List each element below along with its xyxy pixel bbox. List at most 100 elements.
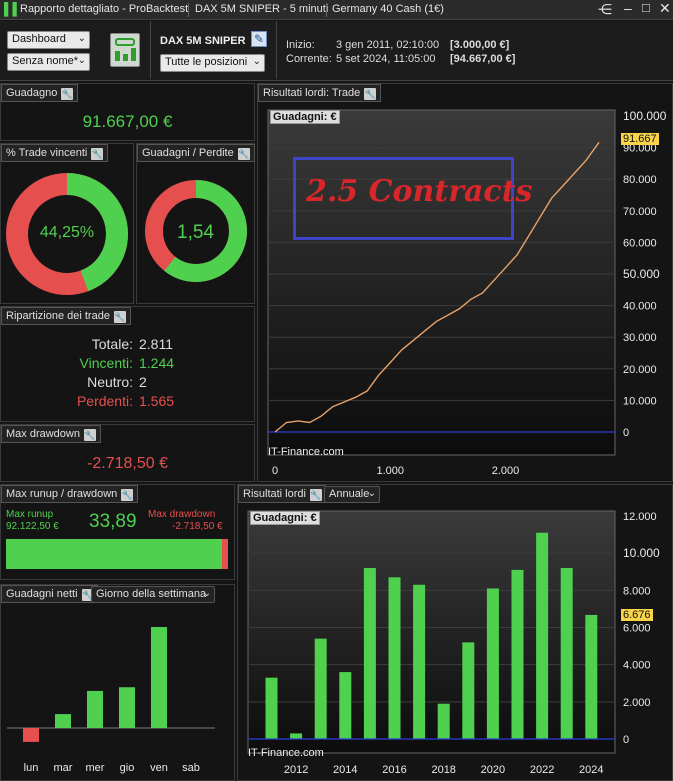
share-icon[interactable]: ⋲ (598, 1, 612, 17)
weekday-title: Guadagni netti 🔧 (1, 585, 98, 603)
winning-trades-title: % Trade vincenti 🔧 (1, 144, 109, 162)
runup-bar-fill (6, 539, 222, 569)
edit-icon[interactable]: ✎ (251, 31, 267, 47)
weekday-x-tick: lun (24, 762, 39, 774)
positions-select[interactable]: Tutte le posizioni ⌄ (160, 54, 265, 72)
loss-value: 1.565 (139, 393, 175, 409)
chevron-down-icon: ⌄ (367, 488, 376, 499)
annual-x-tick: 2016 (382, 764, 406, 776)
win-label: Vincenti: (79, 355, 133, 371)
name-select[interactable]: Senza nome* ⌄ (7, 53, 90, 71)
wrench-icon[interactable]: 🔧 (113, 311, 126, 323)
weekday-x-tick: mer (86, 762, 105, 774)
wrench-icon[interactable]: 🔧 (91, 148, 104, 160)
equity-y-tick: 0 (623, 427, 629, 439)
equity-inner-title: Guadagni: € (270, 110, 340, 124)
annual-bar (437, 703, 450, 739)
equity-y-tick: 70.000 (623, 206, 657, 218)
close-icon[interactable]: ✕ (659, 0, 671, 16)
gain-loss-title: Guadagni / Perdite 🔧 (137, 144, 255, 162)
equity-y-tick: 100.000 (623, 109, 667, 123)
report-icon[interactable] (110, 33, 140, 67)
max-drawdown-value: -2.718,50 € (87, 455, 168, 472)
view-select[interactable]: Dashboard ⌄ (7, 31, 90, 49)
annual-y-tick: 2.000 (623, 697, 651, 709)
annual-title: Risultati lordi 🔧 (238, 485, 326, 503)
runup-label: Max runup (6, 509, 54, 520)
annual-x-tick: 2022 (530, 764, 554, 776)
equity-y-tick: 10.000 (623, 395, 657, 407)
gain-panel: Guadagno 🔧 91.667,00 € (0, 83, 255, 141)
weekday-bar (55, 714, 71, 728)
equity-x-tick: 1.000 (376, 465, 404, 477)
current-date: 5 set 2024, 11:05:00 (336, 53, 436, 65)
annual-bar (536, 532, 549, 739)
annual-watermark: IT-Finance.com (248, 747, 324, 759)
annotation-box (293, 157, 514, 240)
equity-plot-area (267, 109, 616, 456)
gain-loss-value: 1,54 (177, 222, 214, 243)
runup-value: 92.122,50 € (6, 521, 59, 532)
equity-panel-title: Risultati lordi: Trade 🔧 (258, 84, 382, 102)
annual-period-select[interactable]: Annuale ⌄ (324, 486, 380, 503)
equity-watermark: IT-Finance.com (268, 446, 344, 458)
equity-line (274, 141, 600, 433)
wrench-icon[interactable]: 🔧 (364, 88, 377, 100)
wrench-icon[interactable]: 🔧 (309, 489, 322, 501)
winning-trades-value: 44,25% (39, 224, 95, 241)
annual-y-tick: 8.000 (623, 585, 651, 597)
equity-panel: Risultati lordi: Trade 🔧 100.000 90.000 80.… (257, 83, 673, 482)
annual-x-tick: 2020 (481, 764, 505, 776)
wrench-icon[interactable]: 🔧 (121, 489, 134, 501)
annual-y-tick: 4.000 (623, 660, 651, 672)
win-value: 1.244 (139, 355, 175, 371)
annual-bar (560, 568, 573, 739)
equity-y-tick: 80.000 (623, 174, 657, 186)
weekday-select[interactable]: Giorno della settimana ⌄ (91, 586, 215, 603)
weekday-bar (119, 687, 135, 728)
annual-bar (339, 672, 352, 739)
wrench-icon[interactable]: 🔧 (61, 88, 74, 100)
equity-y-tick: 40.000 (623, 301, 657, 313)
equity-y-tick: 20.000 (623, 364, 657, 376)
max-drawdown-panel: Max drawdown 🔧 -2.718,50 € (0, 424, 255, 482)
annual-x-tick: 2014 (333, 764, 357, 776)
weekday-x-tick: gio (120, 762, 135, 774)
annual-y-tick: 0 (623, 734, 629, 746)
donut-gain-arc (145, 180, 247, 282)
chevron-down-icon: ⌄ (77, 33, 86, 44)
breakdown-title: Ripartizione dei trade 🔧 (1, 307, 131, 325)
equity-x-tick: 2.000 (492, 465, 520, 477)
weekday-x-tick: mar (54, 762, 73, 774)
chevron-down-icon: ⌄ (77, 55, 86, 66)
chevron-down-icon: ⌄ (252, 56, 261, 67)
annual-x-tick: 2018 (431, 764, 455, 776)
wrench-icon[interactable]: 🔧 (237, 148, 250, 160)
annual-last-tag: 6.676 (621, 609, 653, 621)
weekday-bar (151, 627, 167, 728)
wrench-icon[interactable]: 🔧 (83, 429, 96, 441)
gain-loss-donut (145, 180, 247, 282)
annual-bar (462, 642, 475, 739)
equity-y-tick: 50.000 (623, 267, 660, 281)
annual-bar (363, 568, 376, 739)
weekday-panel: Guadagni netti 🔧 Giorno della settimana ⌄ … (0, 584, 235, 781)
annual-bar (388, 577, 401, 739)
wrench-icon[interactable]: 🔧 (81, 589, 94, 601)
runup-title: Max runup / drawdown 🔧 (1, 485, 139, 503)
title-bar: ▌▌ Rapporto dettagliato - ProBacktest DA… (0, 0, 673, 20)
maximize-icon[interactable]: □ (642, 0, 650, 15)
equity-y-tick: 90.000 (623, 143, 657, 155)
neutral-label: Neutro: (87, 374, 133, 390)
equity-y-tick: 30.000 (623, 332, 657, 344)
annual-bar (290, 733, 303, 739)
start-value: [3.000,00 €] (450, 39, 510, 51)
annual-bar (585, 614, 598, 739)
annual-y-tick: 6.000 (623, 623, 651, 635)
neutral-value: 2 (139, 374, 147, 390)
annual-bar (413, 584, 426, 739)
minimize-icon[interactable]: – (624, 0, 632, 16)
total-value: 2.811 (139, 336, 173, 352)
weekday-bar (23, 728, 39, 742)
equity-y-tick: 60.000 (623, 237, 657, 249)
